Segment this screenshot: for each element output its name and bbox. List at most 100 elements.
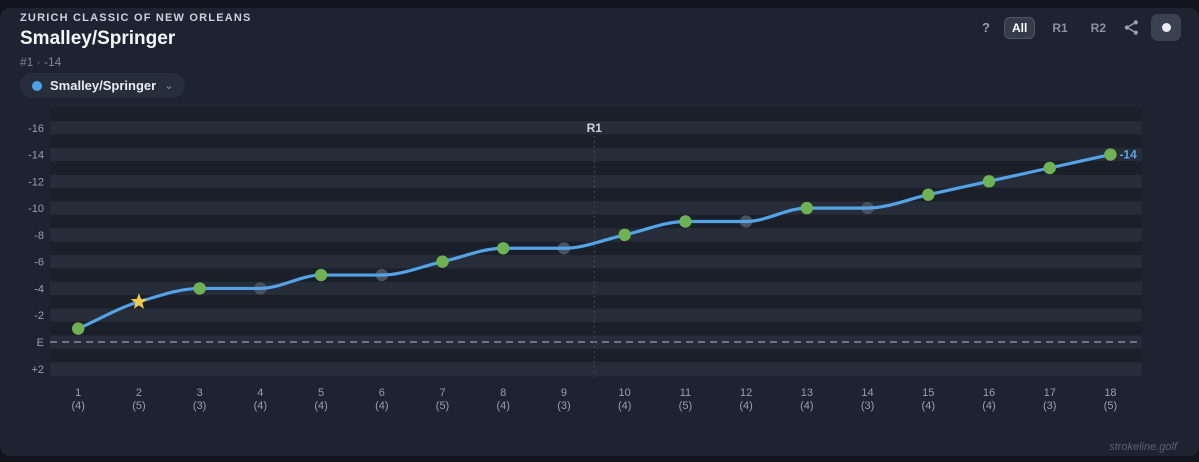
- chart-point-birdie[interactable]: [436, 255, 449, 268]
- chart-stripe: [50, 308, 1142, 323]
- dot-icon: [1161, 23, 1171, 32]
- share-button[interactable]: [1123, 19, 1140, 36]
- chart-stripe: [50, 188, 1142, 202]
- chart-point-birdie[interactable]: [193, 282, 206, 295]
- chart-point-birdie[interactable]: [1043, 161, 1056, 175]
- chart-stripe: [50, 295, 1142, 309]
- x-axis-par-label: (3): [193, 400, 206, 412]
- chart-stripe: [50, 147, 1142, 162]
- x-axis-par-label: (4): [254, 400, 267, 412]
- chart-point-birdie[interactable]: [982, 175, 996, 188]
- y-axis-label: -8: [34, 230, 44, 242]
- chart-stripe: [50, 281, 1142, 296]
- y-axis-label: -4: [34, 283, 44, 295]
- y-axis-label: -6: [34, 257, 44, 269]
- brand-watermark: strokeline.golf: [1109, 441, 1177, 453]
- x-axis-par-label: (4): [739, 400, 752, 412]
- series-color-dot: [32, 80, 42, 91]
- chart-point-eagle-star[interactable]: [130, 293, 148, 309]
- legend-chip[interactable]: Smalley/Springer ⌄: [20, 73, 186, 98]
- x-axis-par-label: (5): [436, 400, 449, 412]
- x-axis-hole-label: 7: [439, 387, 445, 399]
- y-axis-label: -2: [34, 310, 44, 322]
- x-axis-par-label: (3): [557, 400, 570, 412]
- x-axis-hole-label: 3: [197, 387, 203, 399]
- x-axis-hole-label: 14: [861, 387, 873, 399]
- chart-stripe: [50, 107, 1142, 122]
- toolbar: ? All R1 R2: [979, 14, 1181, 41]
- x-axis-par-label: (4): [922, 400, 935, 412]
- x-axis-hole-label: 2: [136, 387, 142, 399]
- chart-stripe: [50, 174, 1142, 189]
- x-axis-hole-label: 10: [619, 387, 631, 399]
- chart-point-birdie[interactable]: [679, 215, 692, 228]
- x-axis-par-label: (5): [132, 400, 145, 412]
- header: ZURICH CLASSIC OF NEW ORLEANS Smalley/Sp…: [20, 12, 252, 69]
- x-axis-par-label: (5): [1104, 400, 1117, 412]
- x-axis-hole-label: 4: [257, 387, 263, 399]
- final-score-label: -14: [1119, 148, 1137, 162]
- capture-button[interactable]: [1151, 14, 1181, 41]
- chart-stripe: [50, 134, 1142, 149]
- position-score: #1 · -14: [20, 55, 62, 69]
- chart-stripe: [50, 254, 1142, 269]
- x-axis-hole-label: 12: [740, 387, 752, 399]
- chart-stripe: [50, 161, 1142, 176]
- chart-stripe: [50, 268, 1142, 283]
- round-divider-label: R1: [587, 121, 603, 135]
- chevron-down-icon: ⌄: [164, 79, 174, 92]
- x-axis-hole-label: 8: [500, 387, 506, 399]
- share-icon: [1124, 20, 1138, 35]
- page-title: Smalley/Springer: [20, 28, 176, 49]
- x-axis-par-label: (3): [861, 400, 874, 412]
- x-axis-hole-label: 15: [922, 387, 934, 399]
- chart-stripe: [50, 201, 1142, 216]
- x-axis-par-label: (4): [618, 400, 631, 412]
- x-axis-par-label: (4): [314, 400, 327, 412]
- y-axis-label: E: [37, 337, 44, 349]
- round-filter-r1[interactable]: R1: [1052, 20, 1068, 35]
- chart-point-birdie[interactable]: [1104, 148, 1117, 161]
- chart-point-birdie[interactable]: [72, 322, 85, 335]
- x-axis-hole-label: 18: [1104, 387, 1116, 399]
- chart-point-birdie[interactable]: [800, 201, 814, 215]
- x-axis-par-label: (5): [679, 400, 692, 412]
- x-axis-par-label: (4): [375, 400, 388, 412]
- round-filter-all[interactable]: All: [1003, 16, 1036, 39]
- y-axis-label: +2: [31, 364, 44, 376]
- chart-stripe: [50, 121, 1142, 135]
- chart-stripe: [50, 228, 1142, 242]
- chart-stripe: [50, 348, 1142, 363]
- chart-point-birdie[interactable]: [314, 268, 328, 282]
- x-axis-par-label: (3): [1043, 400, 1056, 412]
- tournament-name: ZURICH CLASSIC OF NEW ORLEANS: [20, 12, 252, 24]
- x-axis-par-label: (4): [800, 400, 813, 412]
- x-axis-hole-label: 11: [680, 387, 691, 399]
- chart-point-birdie[interactable]: [497, 242, 510, 255]
- y-axis-label: -10: [28, 203, 44, 215]
- help-button[interactable]: ?: [982, 20, 990, 35]
- chart-stripe: [50, 241, 1142, 256]
- y-axis-label: -14: [28, 150, 44, 162]
- x-axis-hole-label: 1: [75, 387, 81, 399]
- chart-stripe: [50, 214, 1142, 229]
- y-axis-label: -16: [28, 123, 44, 135]
- x-axis-par-label: (4): [71, 400, 84, 412]
- round-filter-r2[interactable]: R2: [1090, 20, 1106, 35]
- chart-point-birdie[interactable]: [618, 228, 631, 242]
- chart-point-birdie[interactable]: [922, 188, 935, 201]
- x-axis-hole-label: 6: [379, 387, 385, 399]
- x-axis-hole-label: 13: [801, 387, 813, 399]
- x-axis-hole-label: 16: [983, 387, 995, 399]
- x-axis-hole-label: 9: [561, 387, 567, 399]
- y-axis-label: -12: [28, 176, 44, 188]
- chart-stripe: [50, 362, 1142, 376]
- chart-stripe: [50, 321, 1142, 336]
- series-label: Smalley/Springer: [50, 78, 157, 93]
- x-axis-par-label: (4): [982, 400, 995, 412]
- x-axis-hole-label: 17: [1044, 387, 1056, 399]
- x-axis-par-label: (4): [497, 400, 510, 412]
- x-axis-hole-label: 5: [318, 387, 324, 399]
